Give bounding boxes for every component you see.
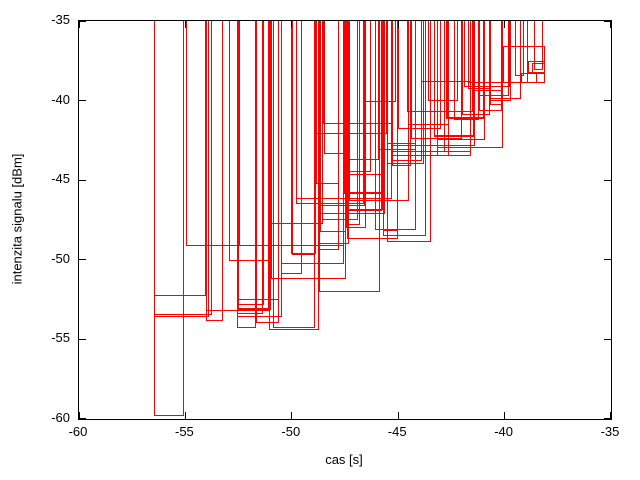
y-axis-tick [604,338,611,340]
signal-range-box [407,21,450,125]
y-tick-label: -45 [51,171,70,187]
y-tick-label: -55 [51,330,70,346]
signal-range-box [520,72,537,83]
y-axis-tick [604,179,611,181]
signal-range-box [236,21,256,328]
signal-range-box [468,21,528,84]
signal-range-box [479,21,503,111]
y-axis-tick [604,100,611,102]
signal-range-box [462,21,490,115]
signal-range-box [319,21,347,233]
x-axis-tick [184,21,186,28]
signal-range-box [446,21,485,119]
y-axis-tick [79,259,86,261]
signal-range-box [406,21,473,112]
signal-range-box [153,21,209,318]
signal-range-box [321,21,358,220]
signal-range-box [237,21,271,310]
x-axis-tick [184,412,186,419]
signal-range-box [515,21,524,76]
signal-range-box [347,21,360,225]
y-axis-tick [79,179,86,181]
signal-range-box [291,21,316,256]
x-axis-tick [610,21,611,28]
plot-area [78,20,612,420]
x-axis-tick [610,412,611,419]
x-axis-label: cas [s] [325,452,363,467]
x-tick-label: -55 [174,424,194,439]
x-tick-label: -60 [68,424,88,439]
x-axis-tick [291,412,293,419]
y-axis-tick [79,338,86,340]
signal-range-box [398,21,441,130]
signal-range-box [255,21,279,323]
signal-range-box [269,21,319,330]
y-tick-label: -60 [51,410,70,425]
signal-range-box [428,21,458,101]
signal-range-box [532,62,546,75]
y-axis-tick [79,100,86,102]
x-axis-tick [504,412,506,419]
y-axis-tick [604,21,611,22]
y-axis-tick [604,259,611,261]
signal-range-box [534,21,543,70]
y-tick-label: -40 [51,91,70,107]
x-tick-label: -50 [281,424,301,439]
x-axis-tick [397,21,399,28]
signal-range-box [346,21,384,176]
signal-range-box [296,21,365,204]
y-tick-label: -35 [51,12,70,27]
x-axis-tick [291,21,293,28]
x-axis-tick [79,412,80,419]
signal-range-box [386,21,432,243]
signal-range-box [464,21,510,88]
y-axis-tick [79,418,86,419]
x-axis-tick [79,21,80,28]
plot-clip-region [79,21,611,419]
x-tick-label: -45 [387,424,407,439]
x-axis-tick [397,412,399,419]
signal-range-box [453,21,479,120]
y-axis-tick [604,418,611,419]
signal-range-box [434,21,475,137]
y-axis-tick [79,21,86,22]
signal-range-box [420,21,471,82]
signal-range-box [391,21,422,162]
x-axis-tick [504,21,506,28]
signal-range-box [318,21,339,250]
signal-range-box [281,21,303,275]
signal-range-box [206,21,224,321]
signal-range-box [290,21,317,255]
x-tick-label: -35 [600,424,620,439]
x-tick-label: -40 [494,424,513,439]
y-tick-label: -50 [51,250,70,266]
